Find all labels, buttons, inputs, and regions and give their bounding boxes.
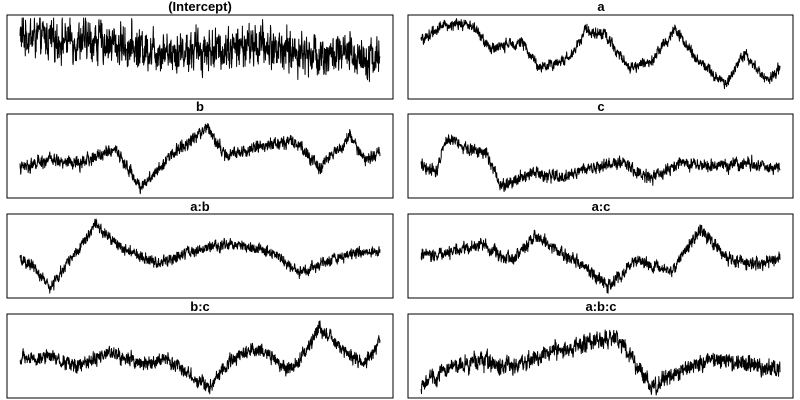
panel-b: b	[6, 99, 394, 199]
panel-title-a-b-c: a:b:c	[585, 299, 616, 314]
trace-line-a-b-c	[420, 329, 781, 396]
trace-line-b-c	[19, 320, 381, 395]
panel-a-c: a:c	[407, 199, 794, 299]
trace-line-c	[420, 134, 781, 193]
trace-line-a-c	[420, 224, 781, 294]
panel-frame-b	[6, 113, 394, 199]
panel-title-b-c: b:c	[190, 299, 210, 314]
panel-title-a: a	[597, 0, 605, 14]
panel-b-c: b:c	[6, 299, 394, 399]
panel-title-intercept: (Intercept)	[168, 0, 232, 14]
trace-line-a	[420, 18, 781, 90]
panel-a: a	[407, 0, 794, 100]
panel-title-a-c: a:c	[592, 199, 611, 214]
trace-line-intercept	[19, 17, 381, 83]
trace-line-a-b	[19, 218, 381, 294]
panel-title-c: c	[597, 99, 604, 114]
trace-line-b	[19, 123, 381, 195]
panel-c: c	[407, 99, 794, 199]
panel-a-b-c: a:b:c	[407, 299, 794, 399]
panel-frame-b-c	[6, 313, 394, 399]
panel-title-b: b	[196, 99, 204, 114]
panel-frame-c	[407, 113, 794, 199]
panel-frame-a-b	[6, 213, 394, 299]
panel-intercept: (Intercept)	[6, 0, 394, 100]
panel-title-a-b: a:b	[190, 199, 210, 214]
panel-frame-a	[407, 14, 794, 100]
panel-frame-a-b-c	[407, 313, 794, 399]
panel-frame-intercept	[6, 14, 394, 100]
panel-frame-a-c	[407, 213, 794, 299]
panel-a-b: a:b	[6, 199, 394, 299]
